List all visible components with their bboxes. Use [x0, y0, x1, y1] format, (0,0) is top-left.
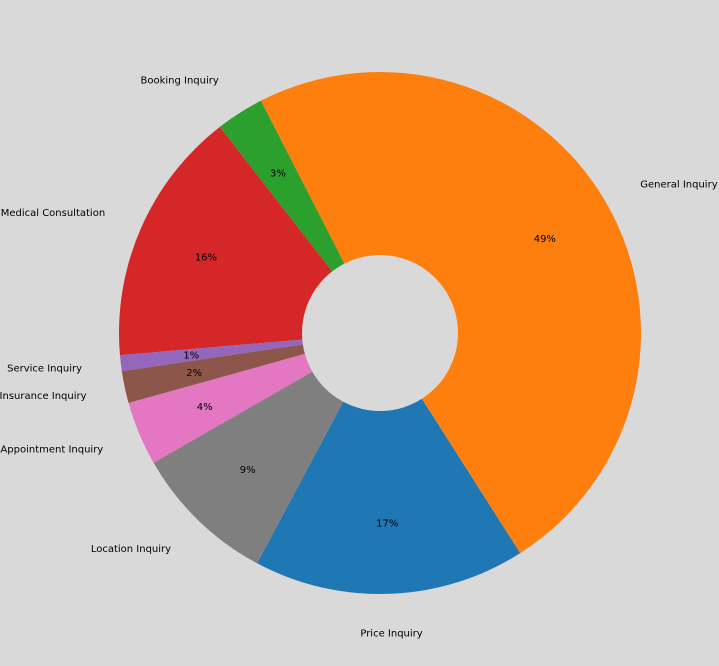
category-label: General Inquiry	[640, 179, 717, 190]
category-label: Appointment Inquiry	[0, 444, 103, 455]
slice-medical-consultation	[119, 126, 333, 356]
percent-label: 1%	[183, 351, 199, 362]
percent-label: 17%	[376, 518, 398, 529]
percent-label: 2%	[186, 368, 202, 379]
percent-label: 4%	[197, 402, 213, 413]
category-label: Location Inquiry	[91, 544, 171, 555]
percent-label: 3%	[270, 168, 286, 179]
slice-general-inquiry	[260, 72, 641, 554]
slice-insurance-inquiry	[121, 344, 305, 404]
slice-service-inquiry	[119, 339, 303, 372]
category-label: Insurance Inquiry	[0, 391, 87, 402]
category-label: Service Inquiry	[7, 363, 82, 374]
slice-location-inquiry	[153, 371, 344, 564]
percent-label: 16%	[195, 252, 217, 263]
slices-group	[119, 72, 641, 594]
labels-group: Price Inquiry 17% General Inquiry 49% Bookin…	[0, 75, 718, 639]
category-label: Price Inquiry	[360, 628, 422, 639]
slice-booking-inquiry	[219, 100, 345, 272]
percent-label: 49%	[534, 234, 556, 245]
percent-label: 9%	[240, 465, 256, 476]
category-label: Medical Consultation	[1, 208, 105, 219]
category-label: Booking Inquiry	[140, 75, 218, 86]
slice-price-inquiry	[257, 398, 521, 594]
slice-appointment-inquiry	[128, 353, 313, 463]
